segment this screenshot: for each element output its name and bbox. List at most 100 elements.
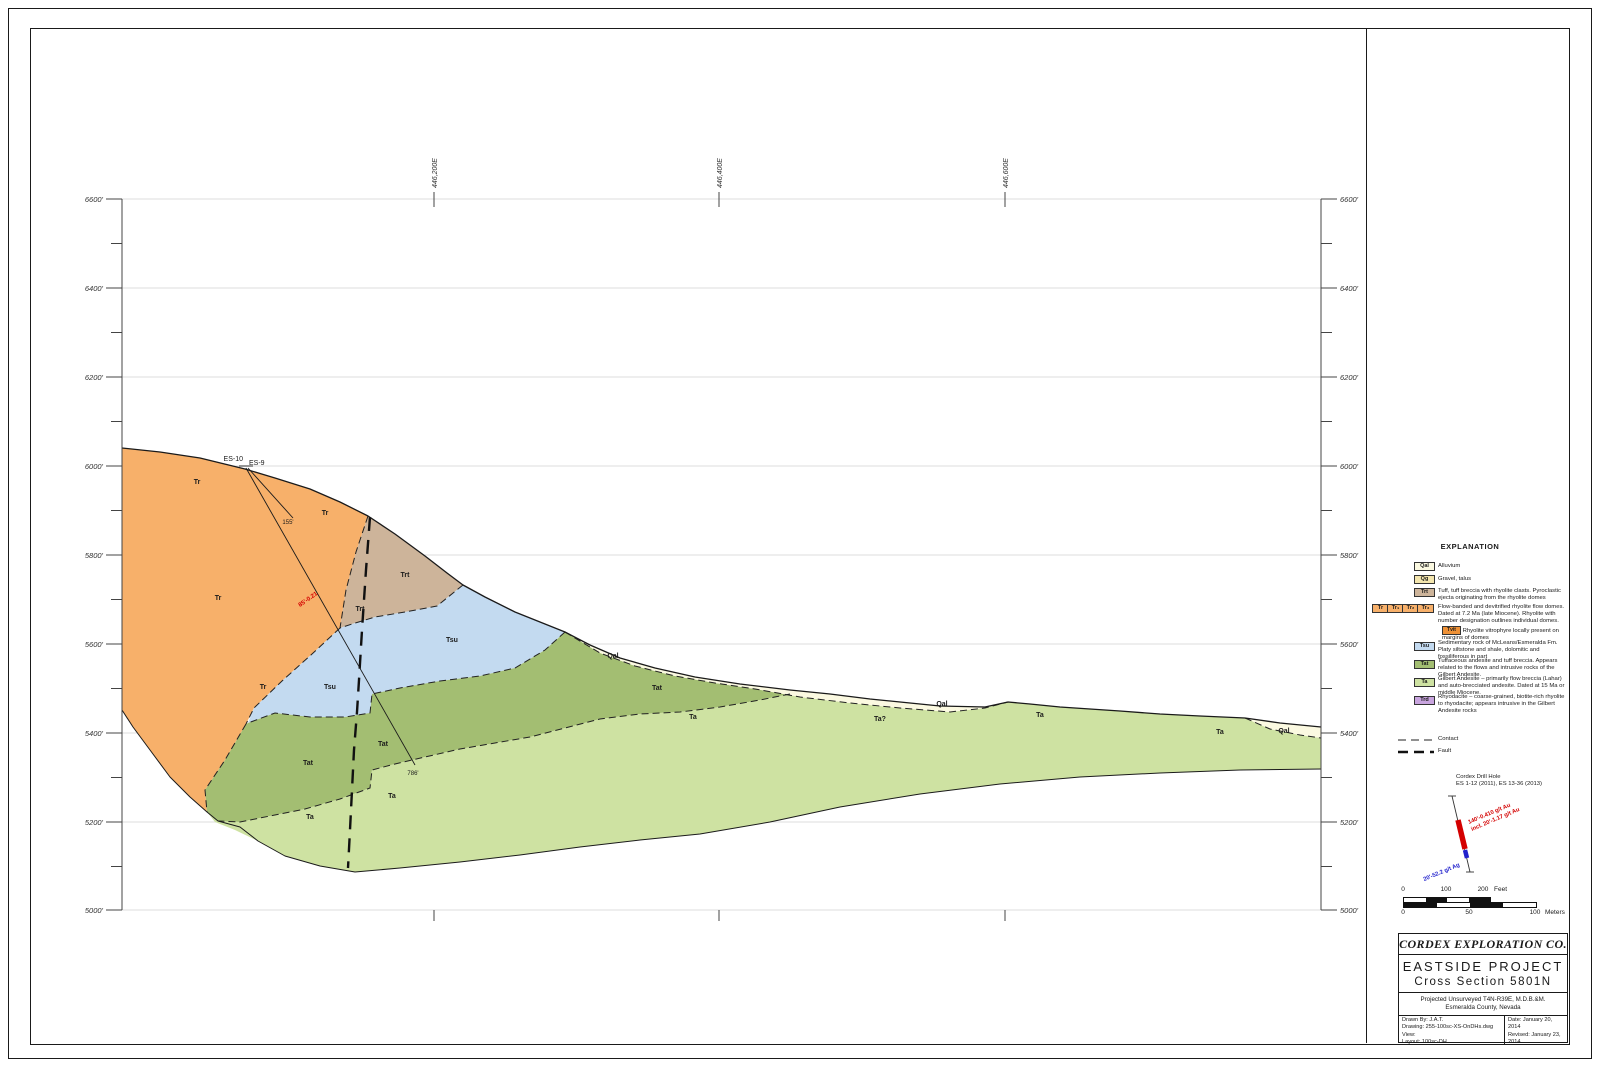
easting-labels: 446,200E 446,400E 446,600E — [432, 158, 1010, 188]
company-name: CORDEX EXPLORATION CO. — [1399, 934, 1567, 955]
svg-text:5800': 5800' — [85, 551, 104, 560]
svg-text:Ta: Ta — [306, 814, 314, 821]
svg-text:Tr: Tr — [260, 684, 267, 691]
svg-text:Tsu: Tsu — [446, 637, 458, 644]
tsu-desc: Sedimentary rock of McLeans/Esmeralda Fm… — [1438, 640, 1558, 661]
drill-label-es9: ES-9 — [249, 460, 265, 467]
elevation-labels-right: 6600' 6400' 6200' 6000' 5800' 5600' 5400… — [1340, 195, 1359, 915]
unit-tsu-sediments — [248, 585, 565, 723]
trt-swatch: Trt — [1414, 588, 1435, 597]
location-line-2: Esmeralda County, Nevada — [1445, 1004, 1521, 1011]
svg-text:6000': 6000' — [85, 462, 104, 471]
svg-text:Tr: Tr — [322, 510, 329, 517]
section-base-line — [121, 709, 1322, 873]
qal-desc: Alluvium — [1438, 563, 1461, 569]
qg-desc: Gravel, talus — [1438, 576, 1472, 582]
svg-text:6400': 6400' — [1340, 284, 1359, 293]
meters-bar — [1403, 902, 1537, 908]
feet-100: 100 — [1440, 886, 1452, 893]
drill-trace-es9 — [247, 467, 294, 519]
drill-hole-legend-header: Cordex Drill Hole ES 1-12 (2011), ES 13-… — [1456, 774, 1576, 788]
svg-text:5600': 5600' — [85, 640, 104, 649]
fault-line — [346, 516, 372, 869]
unit-tr-rhyolite — [122, 448, 368, 812]
feet-unit: Feet — [1494, 886, 1508, 893]
svg-text:Qal: Qal — [607, 653, 618, 660]
elevation-labels-left: 6600' 6400' 6200' 6000' 5800' 5600' 5400… — [85, 195, 104, 915]
svg-text:Tat: Tat — [652, 685, 663, 692]
qg-swatch: Qg — [1414, 575, 1435, 584]
drill-legend-title: Cordex Drill Hole — [1456, 774, 1501, 780]
svg-text:Tsu: Tsu — [324, 684, 336, 691]
unit-ta-gilbert-andesite — [207, 694, 1321, 872]
contact-label: Contact — [1438, 736, 1459, 742]
gold-interval-bar — [1455, 819, 1468, 850]
svg-text:Tr: Tr — [215, 595, 222, 602]
unit-trt-tuff — [340, 516, 463, 628]
legend-column-divider — [1366, 28, 1367, 1043]
scale-bar: 0 100 200 Feet 0 50 100 Meters — [1390, 880, 1568, 925]
project-name: EASTSIDE PROJECT — [1402, 959, 1564, 974]
svg-text:5200': 5200' — [85, 818, 104, 827]
drill-depth-es9: 155' — [282, 520, 293, 526]
meters-0: 0 — [1401, 909, 1405, 916]
legend-subitem-tvit: Tvit Rhyolite vitrophyre locally present… — [1442, 626, 1568, 642]
svg-text:Ta: Ta — [689, 714, 697, 721]
tr-desc: Flow-banded and devitrified rhyolite flo… — [1438, 604, 1565, 625]
svg-text:Tat: Tat — [303, 760, 314, 767]
sheet-outer-border — [8, 8, 1592, 1059]
view-label: View: — [1402, 1031, 1416, 1038]
drawing-info-right: Date: January 20, 2014 Revised: January … — [1505, 1016, 1567, 1045]
qal-swatch: Qal — [1414, 562, 1435, 571]
fault-line-sample — [1398, 750, 1434, 754]
layout-label: Layout: 100sc-DH — [1402, 1038, 1447, 1045]
sheet-inner-border — [30, 28, 1570, 1045]
feet-200: 200 — [1477, 886, 1489, 893]
svg-text:5400': 5400' — [1340, 729, 1359, 738]
svg-text:5000': 5000' — [85, 906, 104, 915]
project-title-row: EASTSIDE PROJECT Cross Section 5801N — [1399, 955, 1567, 993]
svg-text:Tat: Tat — [378, 741, 389, 748]
drill-depth-es10: 786' — [407, 771, 418, 777]
geologic-contacts — [204, 515, 1322, 823]
ta-swatch: Ta — [1414, 678, 1435, 687]
svg-text:5400': 5400' — [85, 729, 104, 738]
svg-text:6600': 6600' — [85, 195, 104, 204]
svg-text:6600': 6600' — [1340, 195, 1359, 204]
trt-desc: Tuff, tuff breccia with rhyolite clasts.… — [1438, 588, 1561, 602]
svg-text:5200': 5200' — [1340, 818, 1359, 827]
drawing-info-left: Drawn By: J.A.T. Drawing: 255-100sc-XS-O… — [1399, 1016, 1505, 1045]
legend-item-tr: Tr Tr₁ Tr₂ Tr₃ Flow-banded and devitrifi… — [1372, 604, 1568, 650]
elevation-axes — [106, 192, 1337, 921]
explanation-title: EXPLANATION — [1440, 542, 1500, 551]
unit-tat-andesite-tuff — [205, 632, 790, 822]
svg-text:446,200E: 446,200E — [432, 158, 439, 188]
tvit-desc: Rhyolite vitrophyre locally present on m… — [1442, 628, 1559, 642]
drill-legend-subtitle: ES 1-12 (2011), ES 13-36 (2013) — [1456, 781, 1543, 788]
meters-100: 100 — [1529, 909, 1541, 916]
drill-holes: ES-10 ES-9 155' 786' 85'-0.21 — [224, 456, 419, 777]
meters-50: 50 — [1465, 909, 1473, 916]
drawn-by: Drawn By: J.A.T. — [1402, 1017, 1444, 1023]
svg-text:Ta: Ta — [1216, 729, 1224, 736]
drawing-info-row: Drawn By: J.A.T. Drawing: 255-100sc-XS-O… — [1399, 1016, 1567, 1045]
unit-labels: Tr Tr Tr Tr Trt Trt Tsu Tsu Tat Tat Tat … — [194, 479, 1290, 821]
svg-text:446,400E: 446,400E — [717, 158, 724, 188]
ta-desc: Gilbert Andesite – primarily flow brecci… — [1438, 676, 1565, 697]
svg-text:Ta?: Ta? — [874, 716, 886, 723]
svg-text:6200': 6200' — [85, 373, 104, 382]
location-row: Projected Unsurveyed T4N-R39E, M.D.B.&M.… — [1399, 993, 1567, 1016]
section-name: Cross Section 5801N — [1414, 976, 1552, 988]
unit-qal-alluvium-east — [1245, 718, 1321, 738]
tat-swatch: Tat — [1414, 660, 1435, 669]
drill-label-es10: ES-10 — [224, 456, 244, 463]
topographic-surface — [121, 447, 1322, 728]
date-label: Date: January 20, 2014 — [1508, 1017, 1553, 1031]
svg-text:Qal: Qal — [936, 701, 947, 708]
svg-text:Tr: Tr — [194, 479, 201, 486]
tsu-swatch: Tsu — [1414, 642, 1435, 651]
svg-text:5600': 5600' — [1340, 640, 1359, 649]
svg-text:6200': 6200' — [1340, 373, 1359, 382]
